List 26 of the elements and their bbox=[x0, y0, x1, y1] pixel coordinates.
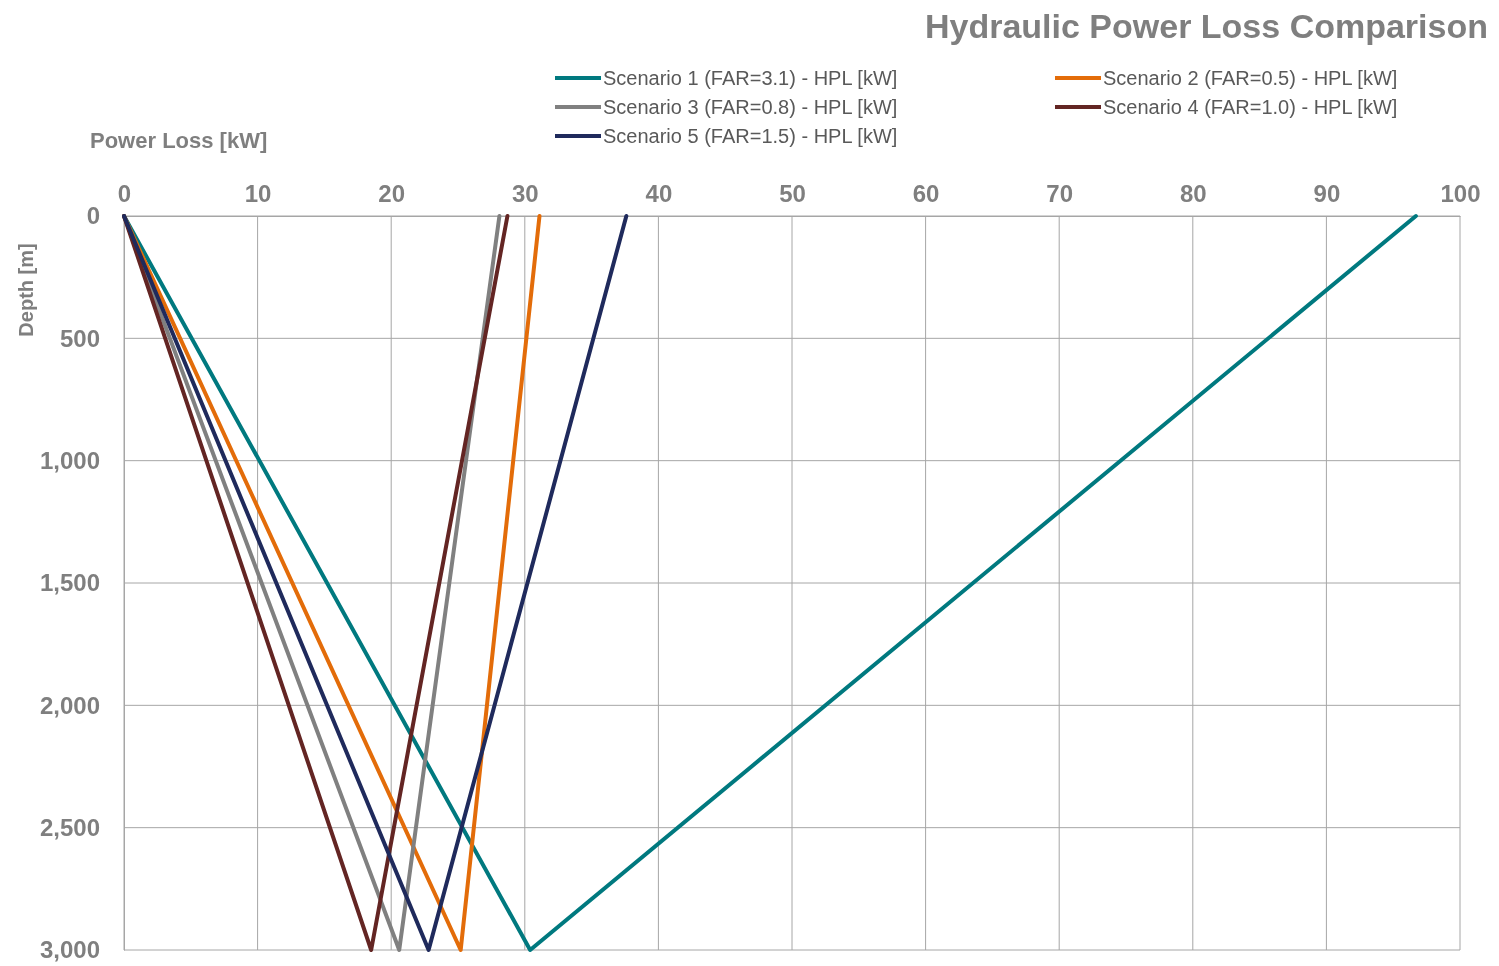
x-tick-label: 20 bbox=[378, 180, 406, 207]
legend-label: Scenario 2 (FAR=0.5) - HPL [kW] bbox=[1103, 67, 1398, 89]
y-tick-label: 0 bbox=[86, 202, 100, 230]
y-tick-label: 2,500 bbox=[39, 813, 100, 841]
x-axis-title: Power Loss [kW] bbox=[90, 128, 268, 153]
x-tick-label: 70 bbox=[1046, 180, 1074, 207]
x-tick-label: 0 bbox=[117, 180, 132, 207]
x-tick-label: 80 bbox=[1179, 180, 1207, 207]
legend-label: Scenario 1 (FAR=3.1) - HPL [kW] bbox=[603, 67, 898, 89]
x-tick-label: 60 bbox=[912, 180, 940, 207]
x-tick-label: 90 bbox=[1313, 180, 1341, 207]
y-tick-label: 2,000 bbox=[39, 691, 100, 719]
x-tick-label: 100 bbox=[1440, 180, 1481, 207]
x-tick-label: 10 bbox=[244, 180, 272, 207]
y-tick-label: 1,500 bbox=[39, 569, 100, 597]
x-tick-label: 50 bbox=[779, 180, 806, 207]
y-tick-label: 1,000 bbox=[39, 446, 100, 474]
x-tick-label: 30 bbox=[511, 180, 539, 207]
legend-label: Scenario 5 (FAR=1.5) - HPL [kW] bbox=[603, 125, 898, 147]
chart-title: Hydraulic Power Loss Comparison bbox=[924, 7, 1488, 45]
x-tick-label: 40 bbox=[645, 180, 673, 207]
y-tick-label: 3,000 bbox=[39, 936, 100, 964]
legend-label: Scenario 3 (FAR=0.8) - HPL [kW] bbox=[603, 96, 898, 118]
y-axis-title: Depth [m] bbox=[15, 243, 37, 337]
y-tick-label: 500 bbox=[59, 324, 100, 352]
legend-label: Scenario 4 (FAR=1.0) - HPL [kW] bbox=[1103, 96, 1398, 118]
